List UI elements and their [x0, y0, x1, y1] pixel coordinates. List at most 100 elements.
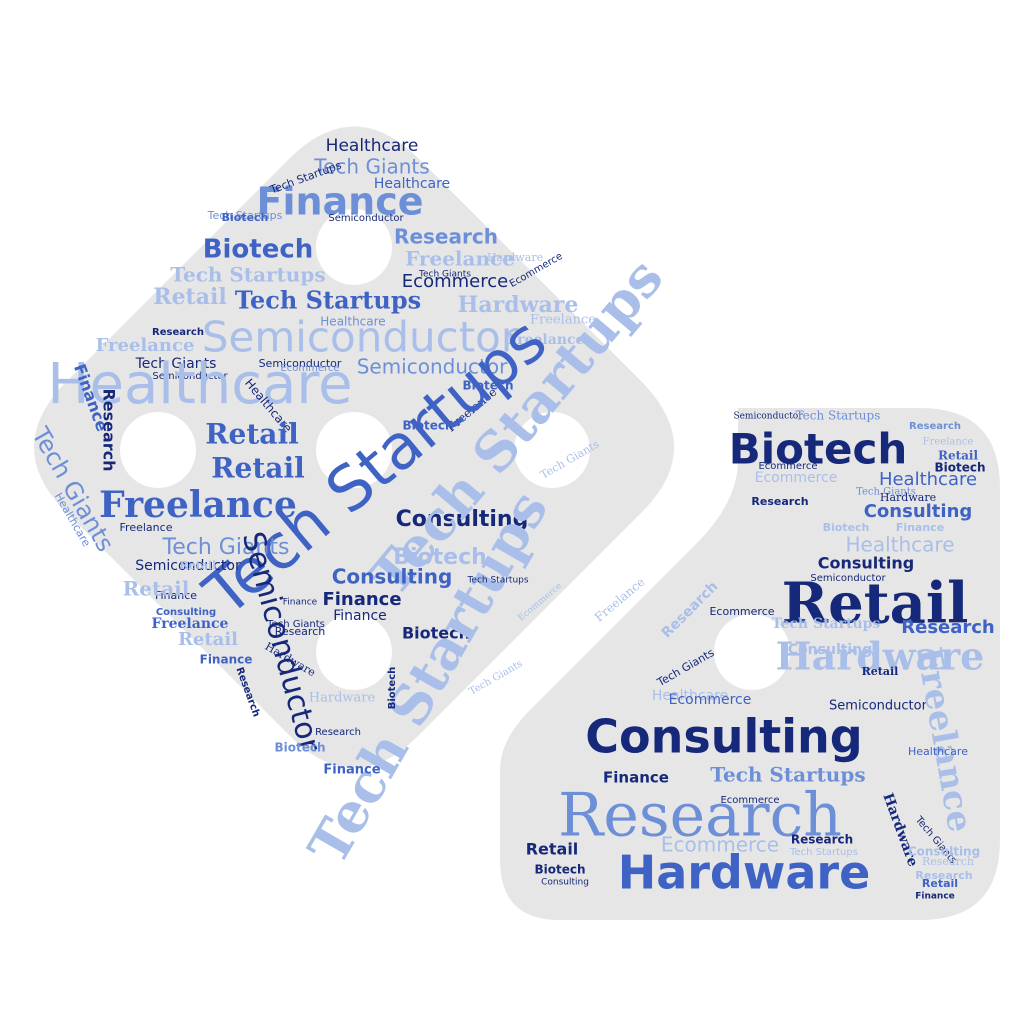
left-cloud-word: Research	[275, 625, 325, 638]
right-cloud-word: Finance	[603, 769, 669, 787]
left-cloud-word: Tech Giants	[418, 270, 471, 280]
right-cloud-word: Ecommerce	[661, 833, 779, 857]
left-cloud-word: Hardware	[458, 292, 579, 318]
left-cloud-word: Tech Giants	[162, 535, 290, 560]
right-cloud-word: Research	[751, 495, 808, 508]
left-cloud-word: Freelance	[530, 313, 596, 328]
left-cloud-word: Healthcare	[374, 176, 450, 192]
left-cloud-word: Consulting	[156, 607, 216, 618]
right-cloud-word: Research	[791, 833, 853, 847]
left-cloud-word: Freelance	[120, 521, 173, 534]
right-cloud-word: Retail	[782, 571, 969, 637]
left-cloud-word: Tech Giants	[135, 356, 217, 372]
left-cloud-word: Finance	[155, 589, 197, 602]
left-shape	[34, 126, 674, 768]
right-cloud-word: Tech Giants	[856, 487, 916, 498]
left-cloud-word: Biotech	[274, 741, 325, 755]
left-cloud-word: Biotech	[387, 667, 398, 710]
left-cloud-word: Biotech	[402, 419, 453, 433]
left-cloud-word: Retail	[123, 577, 190, 601]
right-cloud-word: Tech Startups	[710, 763, 865, 787]
right-cloud-word: Hardware	[618, 846, 871, 900]
right-cloud-word: Semiconductor	[733, 412, 803, 422]
left-cloud-word: Research	[315, 727, 361, 738]
right-cloud-word: Hardware	[776, 634, 985, 679]
right-cloud-word: Hardware	[880, 491, 936, 504]
right-cloud-word: Ecommerce	[720, 795, 779, 806]
right-cloud-word: Consulting	[864, 501, 973, 522]
right-cloud-word: Research	[901, 617, 995, 638]
right-cloud-word: Tech Startups	[789, 847, 858, 858]
right-cloud-word: Ecommerce	[758, 461, 817, 472]
left-cloud-word: Semiconductor	[357, 355, 508, 379]
left-cloud-word: Finance	[322, 589, 401, 610]
left-cloud-word: Retail	[180, 559, 217, 572]
right-cloud-word: Consulting	[908, 845, 980, 859]
left-cloud-word: Consulting	[332, 565, 453, 589]
right-cloud-word: Tech Startups	[796, 409, 881, 423]
left-cloud-word: Freelance	[508, 332, 585, 348]
right-cloud-word: Biotech	[934, 461, 985, 475]
left-cloud-word: Tech Startups	[170, 263, 325, 287]
right-cloud-word: Consulting	[585, 710, 862, 764]
right-cloud-word: Research	[558, 781, 842, 851]
right-cloud-word: Consulting	[818, 554, 915, 573]
left-cloud-word: Consulting	[396, 507, 529, 532]
left-cloud-word: Tech Giants	[313, 155, 429, 179]
left-cloud-word: Retail	[178, 629, 238, 650]
right-cloud-word: Ecommerce	[755, 470, 838, 486]
right-shape	[500, 408, 1000, 920]
left-cloud-word: Finance	[256, 180, 423, 224]
left-cloud-word: Finance	[333, 608, 387, 624]
left-cloud-word: Tech Startups	[207, 209, 283, 222]
right-cloud-word: Semiconductor	[810, 573, 886, 584]
right-cloud-word: Research	[922, 855, 974, 868]
left-cloud-word: Healthcare	[320, 315, 385, 329]
right-cloud-word: Retail	[526, 840, 579, 859]
left-cloud-word: Finance	[200, 653, 253, 667]
right-cloud-word: Biotech	[729, 425, 908, 474]
left-cloud-word: Biotech	[462, 379, 513, 393]
left-cloud-word: Semiconductor	[152, 371, 228, 382]
left-cloud-word: Semiconductor	[135, 558, 241, 574]
right-cloud-word: Biotech	[823, 521, 870, 534]
right-cloud-word: Finance	[915, 892, 955, 902]
left-cloud-word: Ecommerce	[402, 271, 508, 292]
left-cloud-word: Healthcare	[326, 136, 419, 156]
right-cloud-word: Healthcare	[879, 469, 977, 490]
left-cloud-word: Biotech	[402, 624, 470, 643]
left-cloud-word: Semiconductor	[202, 313, 519, 362]
right-cloud-word: Retail	[862, 665, 899, 678]
left-cloud-word: Freelance	[96, 335, 195, 356]
left-cloud-word: Research	[152, 327, 204, 338]
left-cloud-word: Biotech	[393, 545, 487, 570]
right-cloud-word: Healthcare	[908, 745, 968, 758]
left-cloud-word: Hardware	[487, 251, 543, 264]
left-cloud-word: Hardware	[309, 691, 376, 706]
right-cloud-word: Retail	[938, 449, 978, 463]
right-cloud-word: Consulting	[788, 642, 872, 658]
left-cloud-word: Finance	[323, 763, 380, 778]
right-cloud-word: Healthcare	[652, 688, 728, 704]
left-cloud-word: Biotech	[203, 235, 314, 265]
right-cloud-word: Biotech	[534, 863, 585, 877]
right-cloud-word: Healthcare	[845, 533, 954, 557]
right-cloud-word: Ecommerce	[669, 692, 752, 708]
left-cloud-word: Ecommerce	[280, 363, 339, 374]
right-cloud-word: Retail	[922, 877, 958, 890]
left-cloud-word: Freelance	[405, 247, 515, 271]
left-cloud-word: Retail	[153, 284, 226, 310]
right-cloud-word: Tech Startups	[772, 616, 881, 632]
right-cloud-word: Freelance	[923, 437, 974, 448]
right-cloud-word: Consulting	[541, 878, 589, 888]
left-cloud-word: Research	[100, 388, 119, 471]
left-cloud-word: Tech Startups	[466, 576, 528, 586]
left-cloud-word: Retail	[211, 452, 304, 485]
left-cloud-word: Healthcare	[47, 352, 352, 417]
left-cloud-word: Freelance	[152, 616, 229, 632]
left-cloud-word: Tech Giants	[266, 619, 325, 630]
left-cloud-word: Semiconductor	[328, 213, 404, 224]
right-cloud-word: Semiconductor	[829, 699, 928, 714]
